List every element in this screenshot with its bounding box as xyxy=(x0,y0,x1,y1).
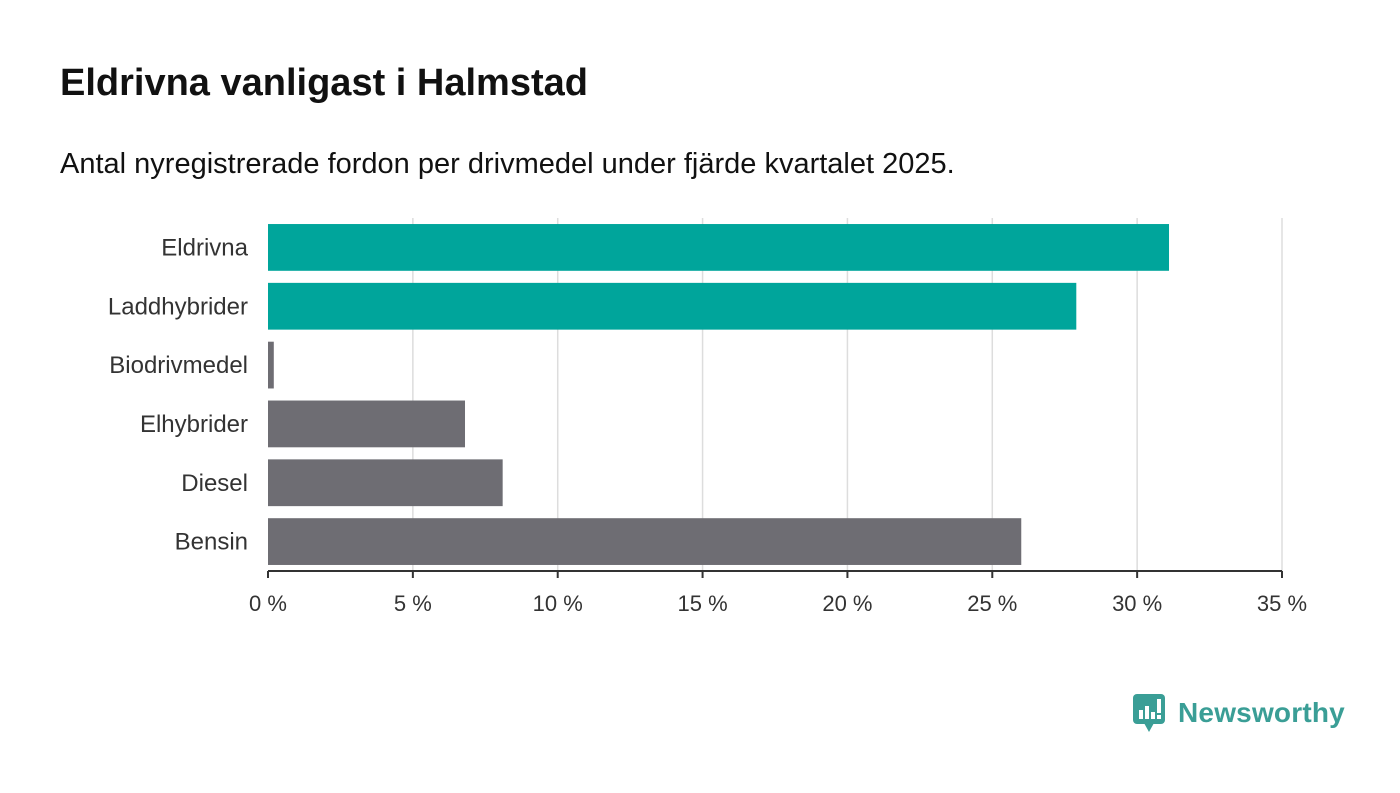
bar-elhybrider xyxy=(268,400,466,448)
bar-diesel xyxy=(268,459,503,507)
gridlines xyxy=(412,218,1283,571)
bar-bensin xyxy=(268,518,1022,565)
bar-eldrivna xyxy=(268,224,1170,271)
newsworthy-logo: Newsworthy xyxy=(1132,692,1345,734)
bar-biodrivmedel xyxy=(268,341,274,389)
x-tick-label-6: 30 % xyxy=(1112,591,1162,616)
x-axis: 0 % 5 % 10 % 15 % 20 % 25 % 30 % 35 % xyxy=(249,570,1307,616)
category-label-laddhybrider: Laddhybrider xyxy=(108,293,248,320)
category-labels: Eldrivna Laddhybrider Biodrivmedel Elhybrid… xyxy=(108,234,249,555)
x-tick-label-1: 5 % xyxy=(394,591,432,616)
category-label-bensin: Bensin xyxy=(175,529,248,556)
x-tick-label-4: 20 % xyxy=(822,591,872,616)
category-label-eldrivna: Eldrivna xyxy=(161,234,248,261)
category-label-elhybrider: Elhybrider xyxy=(140,411,248,438)
category-label-biodrivmedel: Biodrivmedel xyxy=(109,352,248,379)
bar-laddhybrider xyxy=(268,282,1077,330)
chart-title: Eldrivna vanligast i Halmstad xyxy=(60,62,588,104)
newsworthy-icon xyxy=(1133,694,1165,732)
x-tick-label-7: 35 % xyxy=(1257,591,1307,616)
x-tick-label-3: 15 % xyxy=(677,591,727,616)
bars xyxy=(268,224,1170,565)
x-tick-label-5: 25 % xyxy=(967,591,1017,616)
x-tick-label-0: 0 % xyxy=(249,591,287,616)
x-tick-label-2: 10 % xyxy=(533,591,583,616)
category-label-diesel: Diesel xyxy=(181,470,248,497)
brand-name: Newsworthy xyxy=(1178,697,1345,728)
chart-subtitle: Antal nyregistrerade fordon per drivmede… xyxy=(60,148,955,180)
